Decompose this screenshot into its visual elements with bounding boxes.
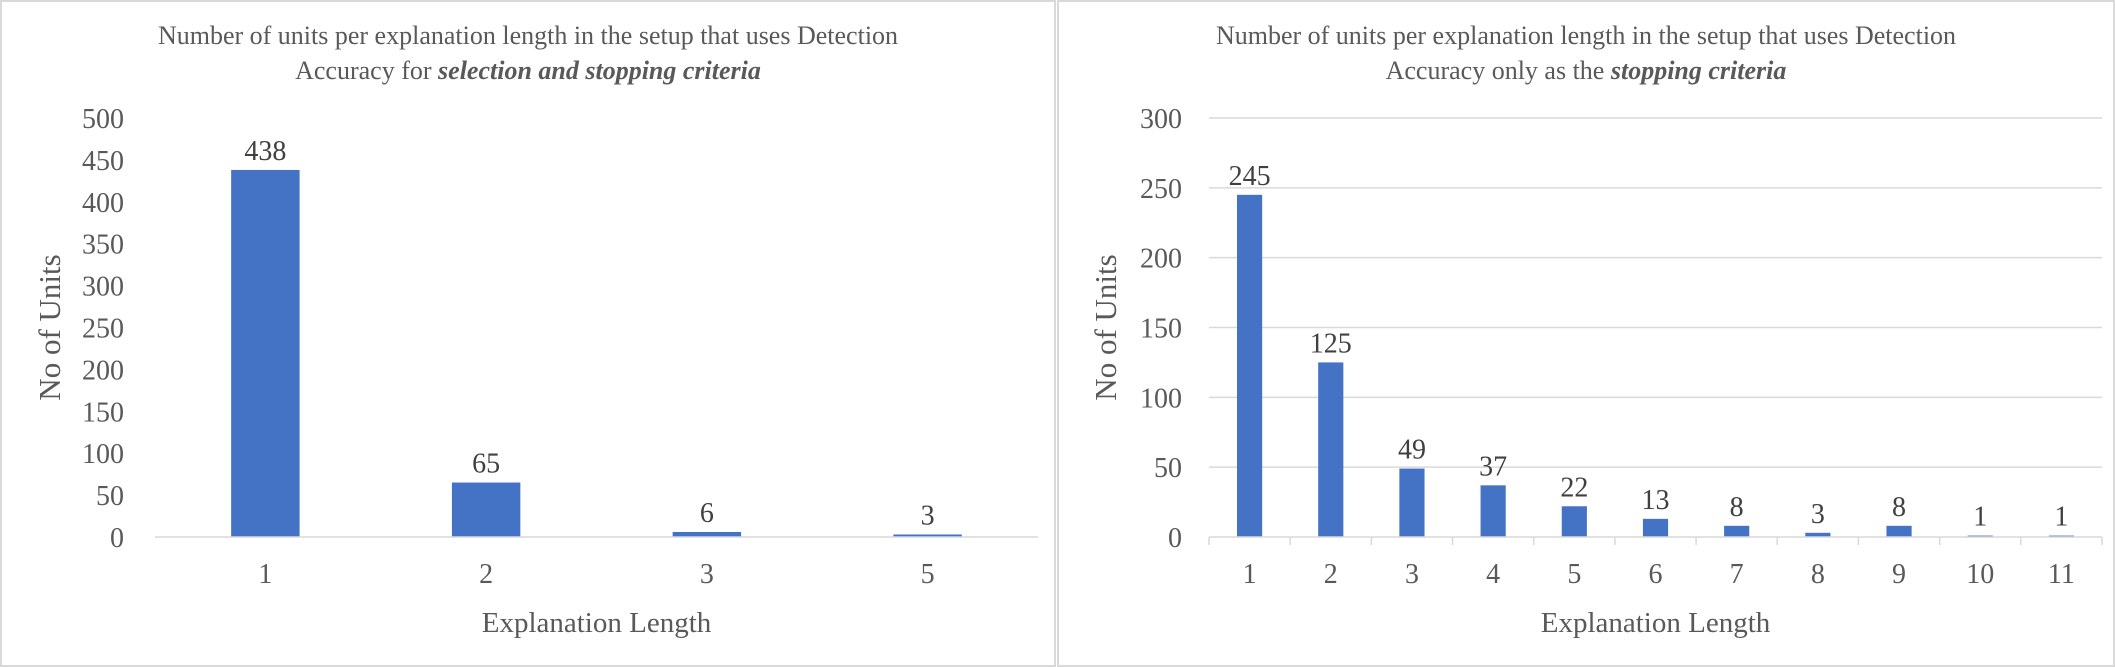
data-label: 245 — [1229, 161, 1271, 192]
chart-title-line2: Accuracy for — [295, 56, 439, 85]
bar — [1399, 468, 1425, 537]
bar — [1561, 506, 1587, 537]
y-tick-label: 100 — [1140, 383, 1182, 414]
x-tick-label: 11 — [2048, 559, 2075, 590]
y-tick-label: 0 — [1168, 523, 1182, 554]
data-label: 6 — [700, 498, 714, 529]
data-label: 65 — [472, 449, 500, 480]
chart-title-emphasis: stopping criteria — [1610, 56, 1787, 85]
y-tick-label: 300 — [82, 272, 124, 303]
chart-title: Number of units per explanation length i… — [2, 18, 1054, 88]
y-tick-label: 450 — [82, 146, 124, 177]
x-axis-title: Explanation Length — [1541, 607, 1771, 639]
bar — [1480, 485, 1506, 537]
y-tick-label: 400 — [82, 188, 124, 219]
x-tick-label: 3 — [700, 559, 714, 590]
y-tick-label: 500 — [82, 104, 124, 135]
x-tick-label: 3 — [1405, 559, 1419, 590]
x-tick-label: 1 — [1243, 559, 1257, 590]
bar — [893, 534, 962, 537]
bar — [1237, 194, 1263, 538]
y-tick-label: 300 — [1140, 104, 1182, 135]
chart-title-line1: Number of units per explanation length i… — [157, 21, 899, 50]
chart-panel-right: Number of units per explanation length i… — [1057, 0, 2115, 667]
chart-title: Number of units per explanation length i… — [1059, 18, 2113, 88]
chart-title-emphasis: selection and stopping criteria — [438, 56, 761, 85]
data-label: 1 — [2054, 502, 2068, 533]
data-label: 49 — [1398, 435, 1426, 466]
x-tick-label: 5 — [921, 559, 935, 590]
bar — [1724, 525, 1750, 537]
bar-chart-right: 0501001502002503002451125249337422513687… — [1088, 104, 2103, 639]
x-tick-label: 2 — [479, 559, 493, 590]
bar — [1318, 362, 1344, 537]
chart-title-line1: Number of units per explanation length i… — [1215, 21, 1957, 50]
data-label: 8 — [1730, 492, 1744, 523]
bar-chart-left: 0 50 100 150 200 250 300 350 400 450 500 438 1 65 2 6 3 3… — [32, 104, 1038, 639]
x-tick-label: 8 — [1811, 559, 1825, 590]
x-tick-label: 6 — [1649, 559, 1663, 590]
data-label: 3 — [921, 500, 935, 531]
bar — [1642, 518, 1669, 537]
x-tick-label: 9 — [1892, 559, 1906, 590]
x-tick-label: 5 — [1567, 559, 1581, 590]
y-tick-label: 250 — [82, 314, 124, 345]
y-tick-label: 50 — [96, 481, 124, 512]
y-tick-label: 0 — [110, 523, 124, 554]
y-tick-label: 200 — [1140, 244, 1182, 275]
x-tick-label: 2 — [1324, 559, 1338, 590]
data-label: 13 — [1642, 485, 1670, 516]
y-axis-title: No of Units — [1088, 254, 1123, 400]
bar — [231, 169, 300, 537]
data-label: 22 — [1560, 472, 1588, 503]
x-tick-label: 4 — [1486, 559, 1500, 590]
x-axis-title: Explanation Length — [482, 607, 712, 639]
x-tick-label: 7 — [1730, 559, 1744, 590]
data-label: 3 — [1811, 499, 1825, 530]
y-tick-label: 150 — [1140, 314, 1182, 345]
y-tick-label: 250 — [1140, 174, 1182, 205]
y-tick-label: 200 — [82, 355, 124, 386]
data-label: 8 — [1892, 492, 1906, 523]
x-tick-label: 1 — [258, 559, 272, 590]
bar — [672, 531, 742, 537]
chart-title-line2: Accuracy only as the — [1385, 56, 1611, 85]
y-tick-label: 350 — [82, 230, 124, 261]
y-axis-title: No of Units — [32, 254, 67, 400]
bar — [1886, 525, 1912, 537]
bar — [451, 482, 521, 537]
data-label: 125 — [1310, 328, 1352, 359]
y-tick-label: 100 — [82, 439, 124, 470]
data-label: 438 — [244, 136, 286, 167]
y-tick-label: 50 — [1154, 453, 1182, 484]
data-label: 1 — [1973, 502, 1987, 533]
bar — [1805, 532, 1831, 537]
chart-panel-left: Number of units per explanation length i… — [0, 0, 1056, 667]
data-label: 37 — [1479, 451, 1507, 482]
x-tick-label: 10 — [1966, 559, 1994, 590]
y-tick-label: 150 — [82, 397, 124, 428]
